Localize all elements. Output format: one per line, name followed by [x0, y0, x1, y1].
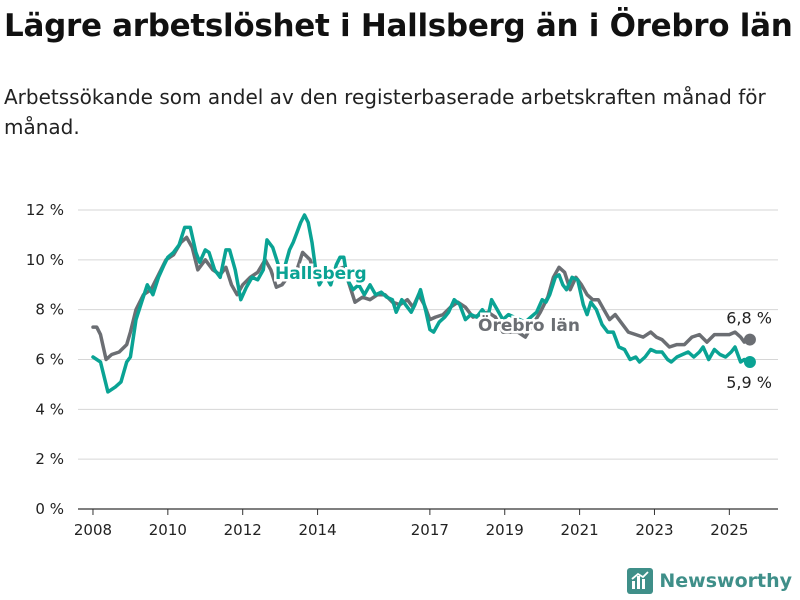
brand-name: Newsworthy — [659, 570, 792, 592]
chart-title: Lägre arbetslöshet i Hallsberg än i Öreb… — [4, 8, 793, 44]
y-tick-label: 8 % — [35, 301, 64, 319]
series-labels: Hallsberg Örebro län 6,8 % 5,9 % — [273, 262, 772, 392]
y-tick-label: 2 % — [35, 450, 64, 468]
x-tick-label: 2010 — [149, 521, 187, 539]
chart-subtitle: Arbetssökande som andel av den registerb… — [4, 85, 766, 139]
y-tick-label: 4 % — [35, 400, 64, 418]
y-axis-ticks: 0 % 2 % 4 % 6 % 8 % 10 % 12 % — [26, 201, 64, 518]
x-tick-label: 2012 — [224, 521, 262, 539]
x-tick-label: 2008 — [74, 521, 112, 539]
y-tick-label: 0 % — [35, 500, 64, 518]
series-end-point — [743, 355, 756, 368]
end-value-hallsberg: 5,9 % — [726, 373, 772, 392]
x-tick-label: 2019 — [486, 521, 524, 539]
x-tick-label: 2021 — [561, 521, 599, 539]
end-value-orebro-lan: 6,8 % — [726, 309, 772, 328]
x-tick-label: 2017 — [411, 521, 449, 539]
x-tick-label: 2014 — [298, 521, 336, 539]
newsworthy-logo-icon — [627, 568, 654, 594]
series-label-orebro-lan: Örebro län — [478, 314, 580, 336]
series-group — [91, 213, 756, 394]
x-axis-ticks: 2008 2010 2012 2014 2017 2019 2021 2023 2025 — [74, 509, 748, 539]
series-line-hallsberg — [91, 213, 752, 394]
y-tick-label: 12 % — [26, 201, 64, 219]
y-tick-label: 10 % — [26, 251, 64, 269]
series-end-point — [743, 333, 756, 346]
y-tick-label: 6 % — [35, 351, 64, 369]
x-tick-label: 2025 — [710, 521, 748, 539]
x-tick-label: 2023 — [635, 521, 673, 539]
series-label-hallsberg: Hallsberg — [275, 264, 367, 284]
newsworthy-brand[interactable]: Newsworthy — [627, 568, 792, 594]
